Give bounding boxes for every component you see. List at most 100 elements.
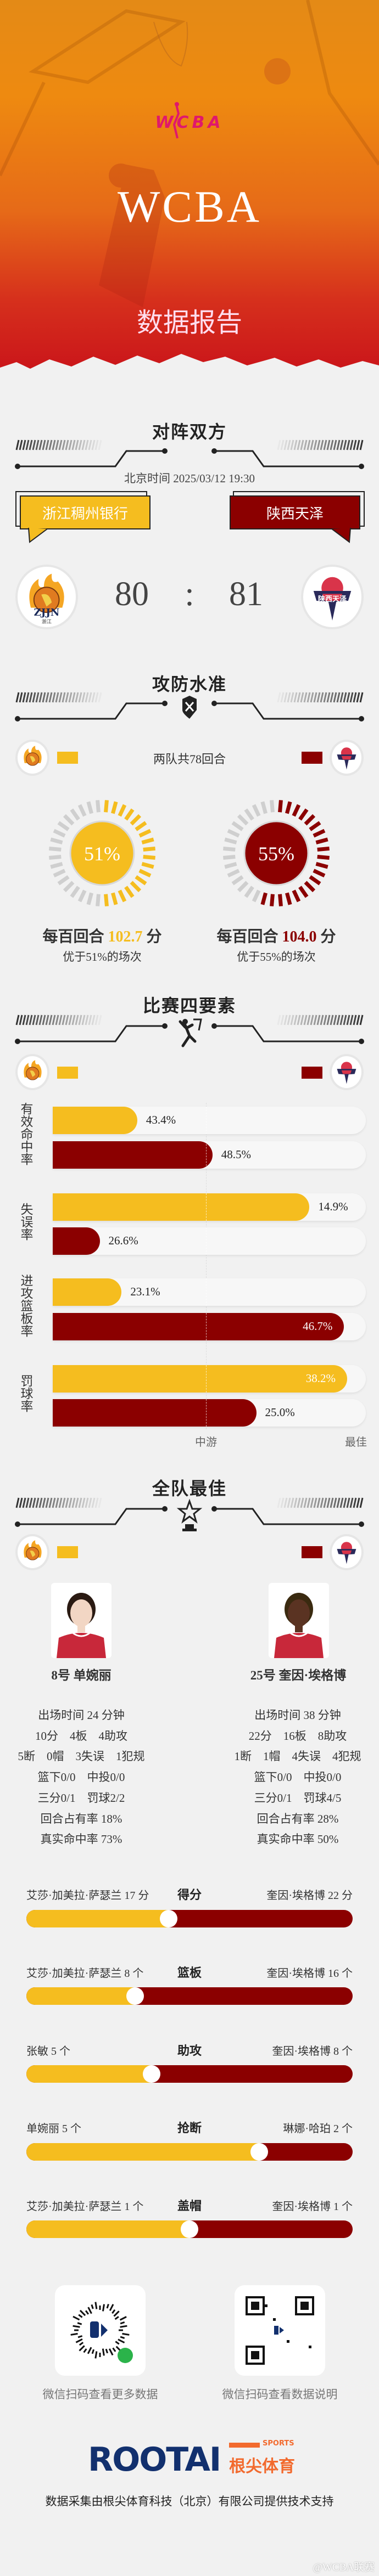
away-factor-bar (53, 1227, 100, 1255)
player-stat-line: 出场时间 38 分钟 (254, 1709, 341, 1722)
section-divider-shield (0, 691, 379, 732)
away-factor-value: 25.0% (265, 1406, 295, 1419)
wcba-logo: WCBA (140, 100, 239, 141)
weibo-watermark: @WCBA联赛 (313, 2562, 375, 2573)
gauge-tick (124, 886, 135, 898)
home-factor-bar-track: 43.4% (53, 1107, 366, 1134)
matchup-title: 对阵双方 (152, 421, 227, 442)
qr-code[interactable] (235, 2285, 325, 2376)
leader-split-knob (181, 2220, 198, 2238)
gauge-tick (260, 892, 267, 905)
gauge-tick (118, 889, 127, 903)
away-percentile-label: 55% (258, 843, 294, 865)
home-color-swatch (57, 752, 78, 764)
section-divider-trophy (0, 1497, 379, 1538)
away-player-photo (269, 1583, 329, 1658)
gauge-tick (57, 821, 70, 831)
gauge-tick (70, 808, 80, 821)
gauge-tick (231, 821, 244, 831)
home-team-name: 浙江稠州银行 (20, 495, 151, 529)
home-team-logo-small (18, 1056, 47, 1088)
gauge-tick (231, 875, 244, 886)
home-leader-label: 艾莎·加美拉·萨瑟兰 8 个 (26, 1968, 144, 1980)
away-factor-bar (53, 1399, 257, 1427)
leader-split-knob (159, 1910, 177, 1927)
home-leader-fill (26, 1987, 135, 2005)
away-player-name: 25号 奎因·埃格博 (250, 1669, 347, 1682)
away-factor-bar-track: 25.0% (53, 1399, 366, 1427)
hero-background-art (0, 0, 379, 384)
match-datetime: 北京时间 2025/03/12 19:30 (124, 472, 255, 485)
away-leader-label: 奎因·埃格博 16 个 (266, 1968, 353, 1980)
gauge-tick (270, 894, 275, 906)
leader-comparison-bar (26, 2220, 353, 2238)
gauge-tick (138, 869, 152, 878)
trophy-icon (176, 1498, 203, 1531)
mid-line (206, 1227, 207, 1255)
away-logo-text: 陕西天泽 (317, 595, 347, 604)
player-stat-line: 回合占有率 18% (40, 1812, 122, 1825)
shaanxi-tianze-crest-icon (313, 577, 352, 621)
gauge-tick (315, 862, 328, 869)
home-logo-text: ZJJN (34, 607, 60, 618)
home-leader-label: 艾莎·加美拉·萨瑟兰 17 分 (26, 1890, 149, 1902)
away-percentile-gauge (223, 800, 330, 906)
away-team-logo-small (332, 1056, 361, 1088)
home-name-tail (28, 528, 48, 543)
leader-comparison-bar (26, 1987, 353, 2005)
gauge-tick (224, 862, 237, 869)
shield-icon (182, 696, 197, 719)
away-team-logo-small (332, 1536, 361, 1568)
gauge-tick (285, 892, 292, 905)
gauge-tick (124, 808, 135, 821)
gauge-tick (49, 855, 62, 860)
gauge-tick (309, 821, 321, 831)
shaanxi-tianze-crest-icon (337, 747, 356, 770)
gauge-tick (244, 886, 254, 898)
gauge-tick (135, 821, 147, 831)
home-percentile-label: 51% (84, 843, 120, 865)
home-factor-value: 43.4% (146, 1113, 176, 1126)
away-factor-bar-track: 26.6% (53, 1227, 366, 1255)
gauge-tick (304, 814, 316, 826)
gauge-tick (141, 862, 154, 869)
gauge-tick (298, 808, 309, 821)
gauge-center (243, 820, 309, 886)
home-color-swatch (57, 1546, 78, 1558)
gauge-tick (130, 881, 142, 893)
gauge-tick (224, 837, 237, 844)
gauge-tick (86, 801, 93, 814)
gauge-tick (237, 814, 249, 826)
leader-comparison-bar (26, 2065, 353, 2083)
player-stat-line: 三分0/1 罚球2/2 (37, 1791, 125, 1805)
away-leader-label: 奎因·埃格博 22 分 (266, 1890, 353, 1902)
mid-line (206, 1313, 207, 1340)
gauge-tick (96, 894, 101, 906)
player-stat-line: 真实命中率 50% (257, 1833, 339, 1846)
gauge-tick (252, 889, 261, 903)
gauge-tick (50, 862, 63, 869)
wcba-player-silhouette-icon (172, 102, 180, 139)
home-leader-label: 艾莎·加美拉·萨瑟兰 1 个 (26, 2201, 144, 2213)
right-qr-caption: 微信扫码查看数据说明 (222, 2388, 338, 2401)
gauge-tick (135, 875, 147, 886)
player-stat-line: 真实命中率 73% (40, 1833, 122, 1846)
gauge-tick (227, 869, 240, 878)
gauge-tick (70, 886, 80, 898)
away-rating: 每百回合 104.0 分 (194, 925, 359, 946)
brand-bar (229, 2443, 260, 2448)
axis-label-mid: 中游 (195, 1436, 217, 1448)
gauge-tick (104, 894, 109, 906)
gauge-tick (317, 855, 330, 860)
gauge-tick (223, 847, 236, 852)
mini-program-code[interactable] (55, 2285, 146, 2376)
hero-title: WCBA (118, 182, 261, 232)
gauge-tick (315, 837, 328, 844)
mid-line (206, 1193, 207, 1221)
player-stat-line: 1断 1帽 4失误 4犯规 (234, 1750, 361, 1763)
shaanxi-tianze-crest-icon (337, 1062, 356, 1085)
home-team-logo: ZJJN 浙江 (18, 567, 76, 627)
factor-label: 失误率 (18, 1203, 32, 1241)
home-team-logo-small (18, 742, 47, 774)
away-color-swatch (302, 1546, 322, 1558)
